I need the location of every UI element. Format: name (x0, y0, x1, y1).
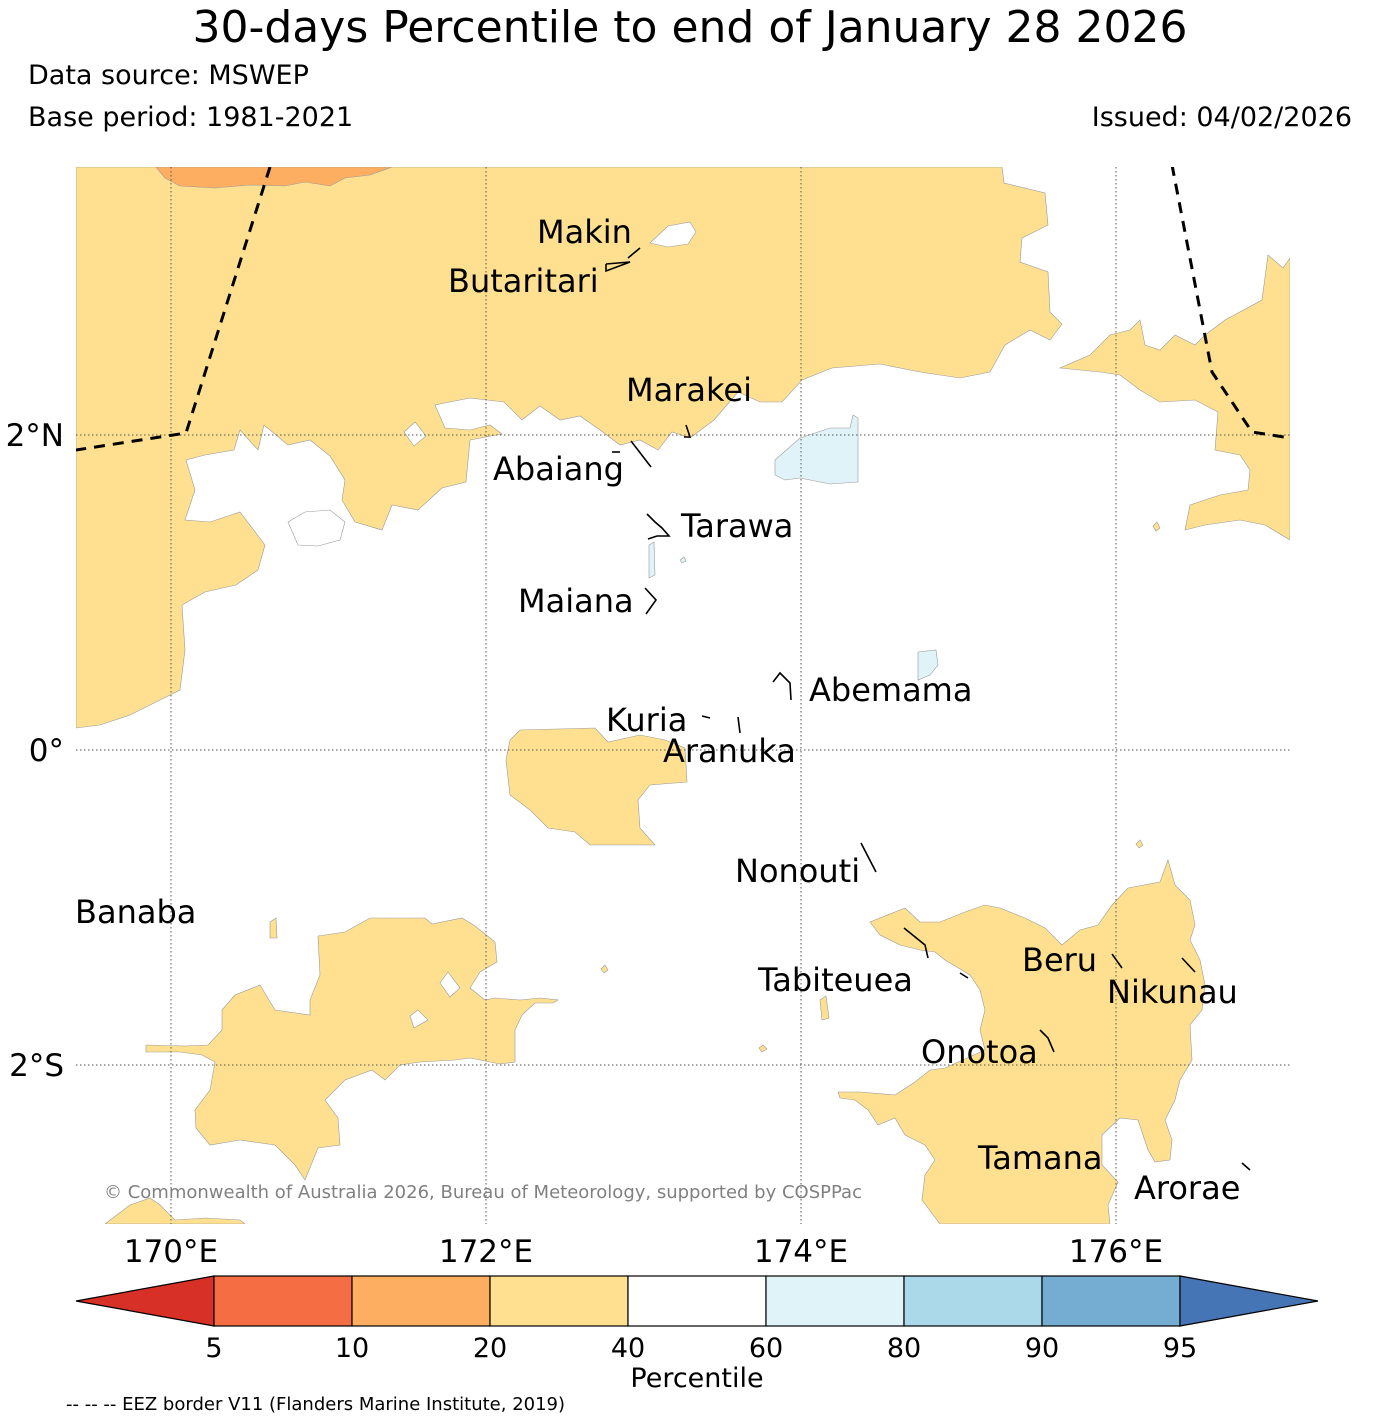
eez-legend-note: -- -- -- EEZ border V11 (Flanders Marine… (66, 1394, 566, 1415)
colorbar-extend-low (75, 1275, 215, 1327)
colorbar-tick: 10 (335, 1333, 369, 1364)
island-label-nonouti: Nonouti (735, 852, 860, 890)
percentile-region-blue (648, 541, 656, 579)
percentile-hole (287, 509, 346, 547)
percentile-region-blue (774, 414, 859, 485)
percentile-hole (649, 221, 697, 248)
colorbar-tick: 40 (611, 1333, 645, 1364)
percentile-region-southeast (837, 859, 1206, 1224)
island-label-butaritari: Butaritari (448, 262, 599, 300)
island-outline-arorae (1241, 1162, 1251, 1171)
colorbar-tick: 60 (749, 1333, 783, 1364)
percentile-fragment (1152, 521, 1161, 532)
percentile-fragment (269, 917, 278, 939)
island-outline-tarawa (646, 513, 671, 540)
lat-label-2n: 2°N (6, 418, 64, 454)
island-outline-maiana (644, 587, 658, 615)
island-label-maiana: Maiana (518, 582, 634, 620)
island-label-banaba: Banaba (75, 893, 196, 931)
lon-label-170e: 170°E (124, 1234, 218, 1270)
island-outline-aranuka (737, 716, 741, 734)
colorbar (75, 1275, 1319, 1327)
percentile-region-blue (917, 649, 939, 681)
island-outline-tabiteuea (903, 927, 929, 959)
island-outline-beru (1111, 953, 1123, 969)
island-label-tabiteuea: Tabiteuea (757, 961, 913, 999)
island-label-tamana: Tamana (977, 1139, 1103, 1177)
island-outline-marakei (684, 424, 692, 438)
island-label-beru: Beru (1022, 941, 1097, 979)
percentile-fragment (758, 1044, 768, 1053)
island-label-abaiang: Abaiang (493, 450, 624, 488)
colorbar-tick: 90 (1025, 1333, 1059, 1364)
colorbar-bin-60-80 (765, 1275, 905, 1327)
colorbar-bin-5-10 (213, 1275, 353, 1327)
island-outline-butaritari (605, 261, 631, 273)
percentile-fragment (600, 964, 609, 974)
island-outline-kuria (701, 715, 711, 719)
percentile-fragment (1135, 839, 1144, 849)
colorbar-extend-high (1179, 1275, 1319, 1327)
percentile-hole (409, 1009, 429, 1029)
island-outline-onotoa (1039, 1029, 1055, 1053)
percentile-region-orange (155, 167, 393, 189)
colorbar-ticks: 5 10 20 40 60 80 90 95 (205, 1333, 1197, 1364)
colorbar-bin-90-95 (1041, 1275, 1181, 1327)
island-label-abemama: Abemama (809, 671, 972, 709)
percentile-region-bottom (104, 1197, 246, 1224)
colorbar-bin-10-20 (351, 1275, 491, 1327)
island-outline-tabiteuea-south (959, 972, 969, 979)
percentile-region-blue (679, 556, 687, 564)
island-outlines (605, 247, 1251, 1171)
island-outline-nonouti (860, 842, 877, 873)
map-area: © Commonwealth of Australia 2026, Bureau… (76, 167, 1290, 1224)
island-outline-abaiang (630, 440, 652, 468)
lon-label-176e: 176°E (1069, 1234, 1163, 1270)
colorbar-label: Percentile (630, 1363, 763, 1394)
colorbar-bin-20-40 (489, 1275, 629, 1327)
colorbar-tick: 20 (473, 1333, 507, 1364)
base-period-label: Base period: 1981-2021 (28, 102, 354, 133)
percentile-fragment (819, 995, 830, 1021)
island-label-nikunau: Nikunau (1107, 973, 1238, 1011)
eez-border (76, 167, 1290, 452)
lat-label-0: 0° (29, 733, 64, 769)
island-outline-nikunau (1181, 957, 1196, 973)
colorbar-tick: 95 (1163, 1333, 1197, 1364)
issued-date-label: Issued: 04/02/2026 (1091, 102, 1352, 133)
percentile-hole (403, 421, 427, 447)
percentile-hole (439, 971, 461, 998)
island-outline-abemama (772, 671, 792, 701)
percentile-region-central (505, 727, 688, 846)
island-label-makin: Makin (537, 213, 632, 251)
lon-label-174e: 174°E (754, 1234, 848, 1270)
copyright-notice: © Commonwealth of Australia 2026, Bureau… (104, 1182, 862, 1203)
colorbar-bin-80-90 (903, 1275, 1043, 1327)
gridlines (76, 167, 1290, 1224)
colorbar-tick: 80 (887, 1333, 921, 1364)
lon-axis-labels: 170°E 172°E 174°E 176°E (124, 1234, 1163, 1270)
colorbar-bin-40-60 (627, 1275, 767, 1327)
lat-label-2s: 2°S (9, 1048, 64, 1084)
island-label-marakei: Marakei (626, 371, 752, 409)
island-label-tarawa: Tarawa (680, 507, 793, 545)
island-label-aranuka: Aranuka (663, 732, 796, 770)
island-label-kuria: Kuria (606, 701, 687, 739)
map-title: 30-days Percentile to end of January 28 … (192, 2, 1188, 53)
island-labels: Makin Butaritari Marakei Abaiang Tarawa … (75, 213, 1240, 1207)
lon-label-172e: 172°E (439, 1234, 533, 1270)
percentile-region-northeast (1058, 254, 1290, 541)
island-outline-makin (627, 247, 641, 259)
data-source-label: Data source: MSWEP (28, 60, 309, 91)
lat-axis-labels: 2°N 0° 2°S (6, 418, 64, 1084)
percentile-region-north (76, 167, 1063, 729)
island-label-onotoa: Onotoa (921, 1033, 1038, 1071)
island-label-arorae: Arorae (1134, 1169, 1240, 1207)
colorbar-tick: 5 (205, 1333, 222, 1364)
